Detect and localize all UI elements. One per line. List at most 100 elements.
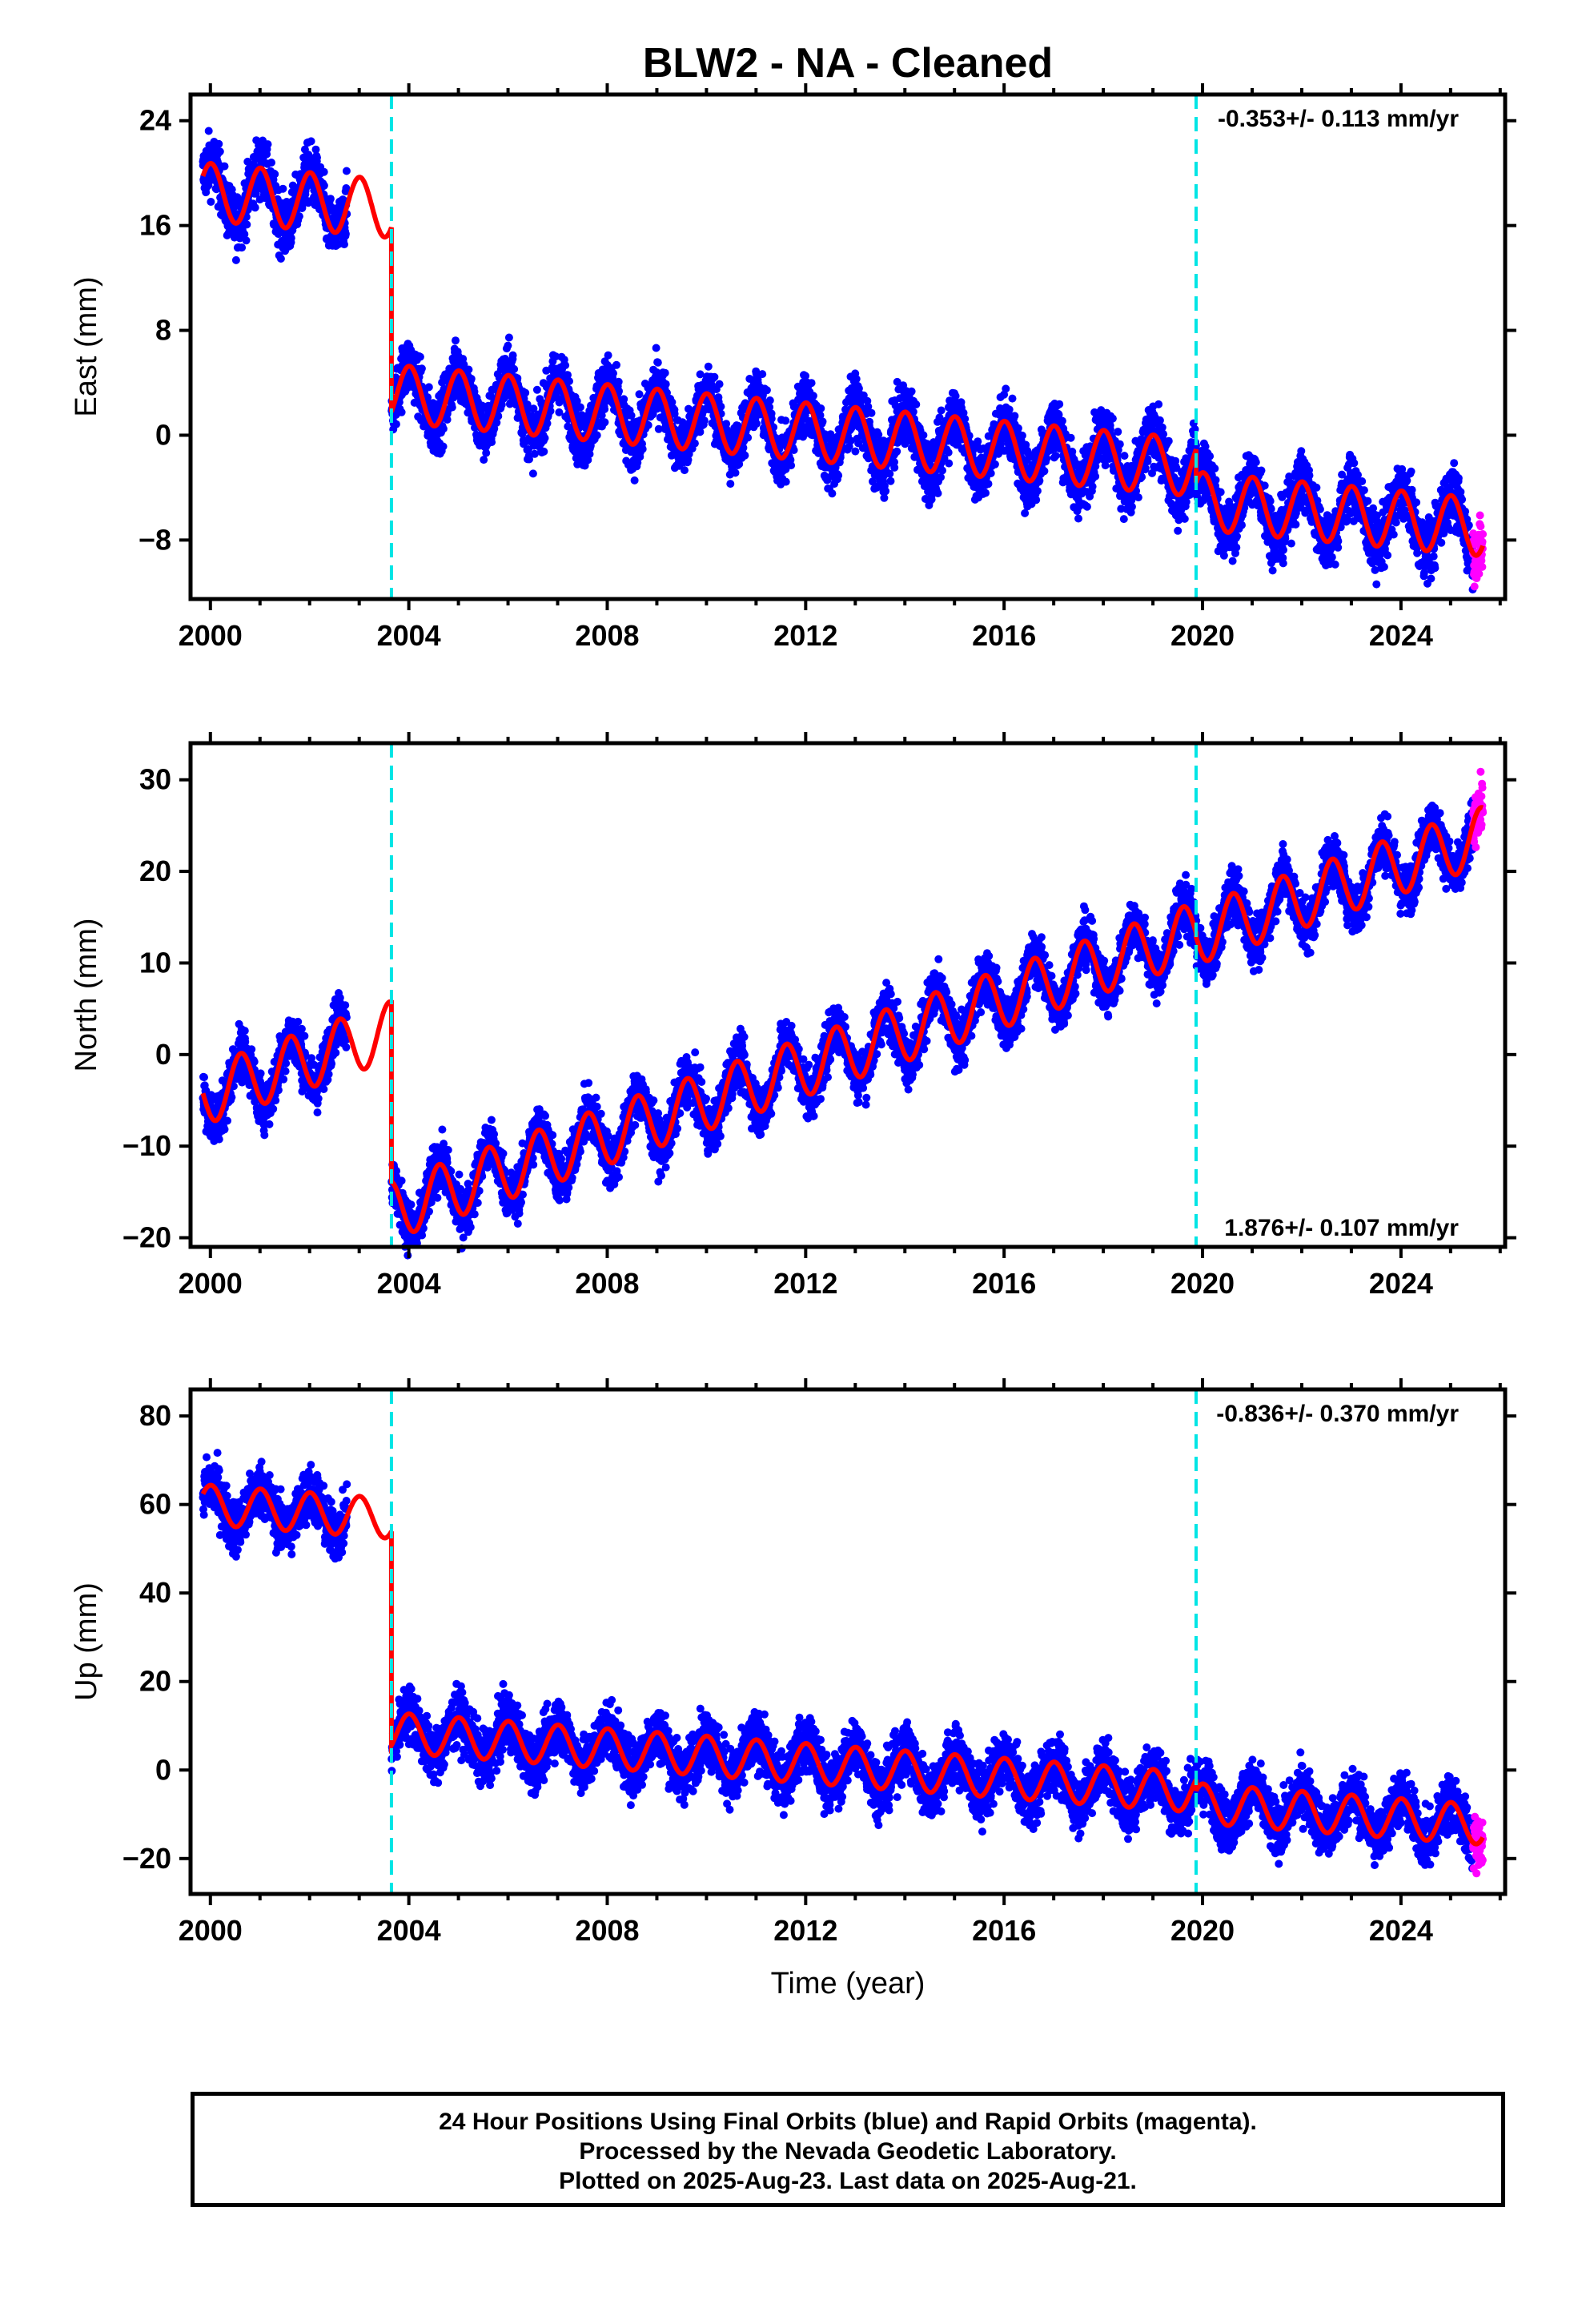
data-point [319,181,328,190]
data-point [661,368,669,377]
data-point [1066,433,1075,442]
data-point [726,480,735,489]
data-point [818,417,827,426]
data-point [207,198,215,206]
data-point [781,477,790,486]
data-point [600,418,609,427]
data-point [744,433,753,442]
data-point [1154,400,1163,408]
data-point [1119,515,1128,524]
data-point [341,230,350,238]
data-point [762,386,771,395]
data-point [990,460,999,468]
data-point [1232,543,1241,552]
data-point [852,375,861,384]
data-point [220,162,229,171]
data-point [1233,532,1241,541]
data-point [912,400,921,408]
data-point [1035,476,1044,485]
data-point [1134,493,1142,502]
data-point [242,236,251,245]
data-point [1155,416,1164,424]
data-point [1058,416,1066,425]
data-point [807,379,816,388]
data-point [424,383,433,392]
data-point [1088,482,1097,491]
data-point [661,380,670,388]
data-point [907,387,916,396]
data-point [614,377,623,386]
data-point [1051,452,1060,460]
data-point [781,416,790,425]
data-point [1164,436,1173,445]
data-point [448,403,456,412]
data-point [540,434,549,442]
data-point [251,203,259,212]
data-point [1115,440,1124,448]
data-point [731,468,740,477]
data-point [510,364,519,373]
data-point [681,466,689,475]
data-point [532,385,541,394]
data-point [653,358,662,367]
data-point [715,380,724,388]
data-point [630,476,639,485]
data-point [886,476,895,485]
data-point [279,184,287,193]
data-point [1018,431,1026,440]
data-point [1211,476,1220,485]
data-point [982,489,990,497]
data-point [758,370,767,379]
data-point [417,364,426,373]
data-point [604,351,612,360]
data-point [834,471,843,480]
data-point [504,341,512,350]
data-point [890,463,899,472]
data-point [880,493,889,502]
data-point [893,447,901,456]
data-point [867,408,876,417]
data-point [488,438,496,447]
data-point [1091,472,1100,480]
data-point [1180,514,1189,523]
data-point [416,352,424,361]
data-point [881,487,890,496]
data-point [243,220,251,229]
data-point [1174,526,1182,535]
data-point [938,466,946,475]
data-point [267,159,275,167]
data-point [986,469,995,477]
data-point [765,396,774,404]
data-point [753,420,761,428]
data-point [787,461,796,470]
data-point [717,402,725,411]
data-point [263,140,272,149]
data-point [1127,502,1136,511]
data-point [307,137,315,146]
data-point [397,408,406,416]
data-point [600,405,609,413]
data-point [1120,452,1129,460]
data-point [710,372,719,381]
data-point [1040,467,1049,476]
data-point [508,351,517,360]
data-point [809,392,817,400]
data-point [482,448,491,457]
data-point [974,437,982,446]
data-point [1182,497,1191,506]
data-point [215,147,224,156]
data-point [271,170,279,179]
data-point [204,127,213,135]
data-point [504,333,513,342]
data-point [609,369,617,378]
data-point [1002,384,1010,393]
data-point [452,336,460,345]
data-point [464,365,473,374]
data-point [540,447,548,456]
data-point [467,375,476,383]
data-point [1008,394,1017,403]
data-point [638,444,647,453]
data-point [984,480,993,489]
